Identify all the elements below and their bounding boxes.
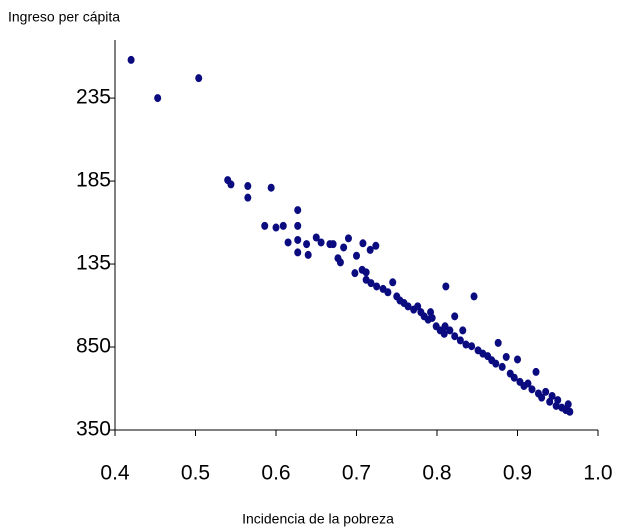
- point: [492, 359, 500, 368]
- x-tick-label: 1.0: [583, 462, 612, 485]
- point: [441, 322, 449, 331]
- point: [351, 269, 359, 278]
- point: [304, 250, 312, 259]
- point: [462, 340, 470, 349]
- point: [336, 258, 344, 267]
- point: [538, 393, 546, 402]
- point: [267, 183, 275, 192]
- point: [459, 326, 467, 335]
- point: [440, 329, 448, 338]
- point: [294, 221, 302, 230]
- y-tick-label: 185: [76, 169, 111, 192]
- y-tick-label: 135: [76, 252, 111, 275]
- point: [514, 355, 521, 364]
- point: [261, 221, 269, 230]
- point: [554, 396, 562, 405]
- point: [456, 336, 464, 345]
- point: [427, 308, 435, 317]
- point: [470, 292, 478, 301]
- point: [564, 400, 572, 409]
- point: [244, 182, 252, 191]
- point: [373, 282, 381, 291]
- point: [468, 342, 476, 351]
- point: [542, 387, 550, 396]
- point: [372, 241, 380, 250]
- x-tick-label: 0.6: [261, 462, 290, 485]
- point: [451, 332, 459, 341]
- x-axis-label: Incidencia de la pobreza: [242, 511, 394, 527]
- point: [294, 235, 302, 244]
- point: [154, 94, 162, 103]
- point: [367, 279, 375, 288]
- x-tick-label: 0.8: [422, 462, 451, 485]
- point: [366, 245, 374, 254]
- point: [442, 282, 450, 291]
- point: [566, 407, 574, 416]
- point: [414, 302, 422, 311]
- point: [362, 268, 370, 277]
- point: [404, 302, 412, 311]
- point: [528, 385, 536, 394]
- y-tick-label: 350: [76, 418, 111, 441]
- point: [244, 193, 252, 202]
- point: [359, 239, 367, 248]
- point: [272, 223, 280, 232]
- point: [494, 338, 502, 347]
- point: [127, 55, 135, 64]
- point: [502, 352, 510, 361]
- point: [329, 240, 337, 249]
- point: [227, 180, 235, 189]
- point: [195, 74, 203, 83]
- y-tick-label: 850: [76, 335, 111, 358]
- point: [389, 278, 397, 287]
- point: [344, 234, 352, 243]
- point: [353, 251, 360, 260]
- y-axis-label: Ingreso per cápita: [8, 9, 120, 25]
- y-tick-label: 235: [76, 86, 111, 109]
- point: [446, 326, 454, 335]
- point: [284, 238, 292, 247]
- point: [548, 391, 556, 400]
- point: [317, 238, 325, 247]
- point: [524, 379, 532, 388]
- point: [532, 367, 540, 376]
- point: [294, 206, 302, 215]
- x-tick-label: 0.4: [100, 462, 130, 485]
- x-tick-label: 0.9: [503, 462, 532, 485]
- x-tick-label: 0.7: [342, 462, 371, 485]
- point: [451, 312, 459, 321]
- point: [279, 221, 287, 230]
- point: [303, 240, 311, 249]
- point: [312, 233, 320, 242]
- point: [498, 362, 506, 371]
- point: [340, 243, 348, 252]
- point: [510, 373, 518, 382]
- x-tick-label: 0.5: [181, 462, 210, 485]
- point: [294, 248, 302, 257]
- point: [384, 288, 392, 297]
